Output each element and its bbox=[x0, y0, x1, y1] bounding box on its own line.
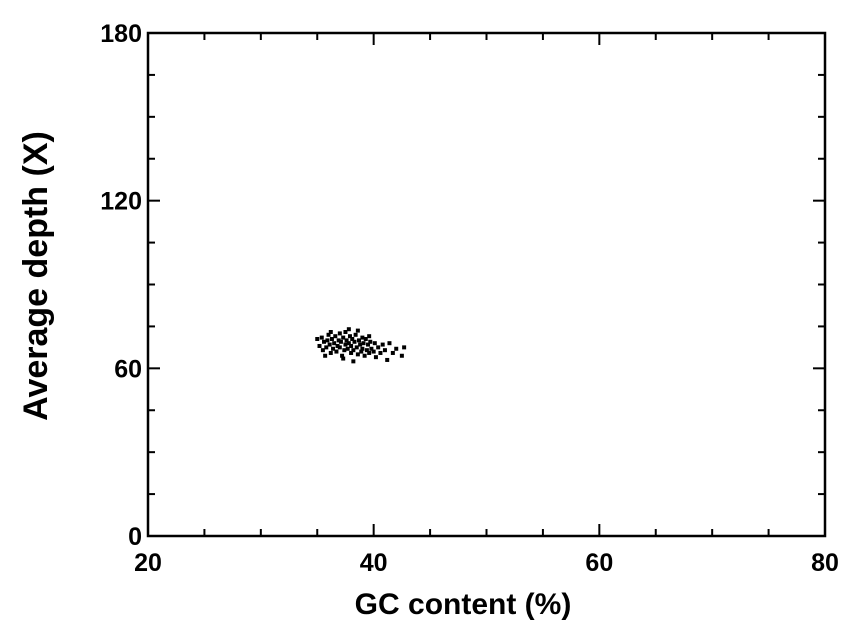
data-point bbox=[373, 355, 378, 360]
data-point bbox=[369, 346, 374, 351]
y-tick-label: 60 bbox=[114, 355, 142, 383]
data-point bbox=[402, 345, 407, 350]
data-point bbox=[347, 334, 352, 339]
data-point bbox=[340, 353, 345, 358]
data-point bbox=[317, 343, 322, 348]
data-point bbox=[358, 342, 363, 347]
data-point bbox=[328, 350, 333, 355]
data-point bbox=[387, 341, 392, 346]
data-point bbox=[355, 328, 360, 333]
y-tick-label: 180 bbox=[100, 20, 142, 48]
data-point bbox=[354, 345, 359, 350]
data-point bbox=[334, 349, 339, 354]
data-point bbox=[399, 353, 404, 358]
x-axis-title: GC content (%) bbox=[355, 588, 572, 621]
data-point bbox=[376, 345, 381, 350]
data-point bbox=[333, 334, 338, 339]
data-point bbox=[368, 339, 373, 344]
data-point bbox=[336, 338, 341, 343]
data-point bbox=[323, 353, 328, 358]
data-point bbox=[315, 336, 320, 341]
data-point bbox=[356, 338, 361, 343]
data-point bbox=[342, 348, 347, 353]
tick-labels: 20 40 60 80 0 60 120 180 bbox=[100, 20, 839, 577]
data-point bbox=[361, 341, 366, 346]
data-point bbox=[355, 352, 360, 357]
data-point bbox=[349, 350, 354, 355]
data-point bbox=[394, 346, 399, 351]
data-point bbox=[385, 357, 390, 362]
data-point bbox=[371, 349, 376, 354]
data-point bbox=[352, 339, 357, 344]
data-point bbox=[350, 336, 355, 341]
data-point bbox=[329, 336, 334, 341]
data-point bbox=[337, 345, 342, 350]
data-point bbox=[367, 350, 372, 355]
data-point bbox=[341, 335, 346, 340]
data-point bbox=[322, 339, 327, 344]
data-point bbox=[366, 342, 371, 347]
data-point bbox=[360, 346, 365, 351]
data-point bbox=[344, 338, 349, 343]
data-point bbox=[341, 356, 346, 361]
data-point bbox=[338, 339, 343, 344]
y-axis-title: Average depth (X) bbox=[17, 131, 55, 421]
data-point bbox=[380, 342, 385, 347]
data-point bbox=[332, 341, 337, 346]
data-point bbox=[378, 350, 383, 355]
data-point bbox=[364, 348, 369, 353]
data-point bbox=[331, 346, 336, 351]
data-point bbox=[324, 345, 329, 350]
y-tick-label: 0 bbox=[128, 523, 142, 551]
x-tick-label: 80 bbox=[811, 549, 839, 577]
data-point bbox=[351, 359, 356, 364]
data-point bbox=[372, 341, 377, 346]
data-point bbox=[343, 330, 348, 335]
data-point bbox=[363, 336, 368, 341]
data-point bbox=[346, 327, 351, 332]
data-point bbox=[349, 343, 354, 348]
tick-marks bbox=[147, 32, 826, 537]
plot-frame bbox=[146, 31, 827, 538]
y-tick-label: 120 bbox=[100, 188, 142, 216]
data-point bbox=[328, 330, 333, 335]
x-tick-label: 60 bbox=[585, 549, 613, 577]
data-point bbox=[382, 348, 387, 353]
data-point bbox=[345, 346, 350, 351]
data-point bbox=[359, 349, 364, 354]
data-point bbox=[335, 343, 340, 348]
data-point bbox=[337, 331, 342, 336]
data-point bbox=[343, 342, 348, 347]
data-point bbox=[320, 348, 325, 353]
data-point bbox=[325, 338, 330, 343]
data-point bbox=[360, 335, 365, 340]
data-point bbox=[390, 350, 395, 355]
data-points bbox=[315, 327, 407, 364]
data-point bbox=[319, 335, 324, 340]
data-point bbox=[326, 332, 331, 337]
data-point bbox=[327, 342, 332, 347]
data-point bbox=[362, 353, 367, 358]
data-point bbox=[353, 332, 358, 337]
x-tick-label: 20 bbox=[134, 549, 162, 577]
data-point bbox=[367, 334, 372, 339]
x-tick-label: 40 bbox=[360, 549, 388, 577]
data-point bbox=[351, 348, 356, 353]
data-point bbox=[346, 341, 351, 346]
